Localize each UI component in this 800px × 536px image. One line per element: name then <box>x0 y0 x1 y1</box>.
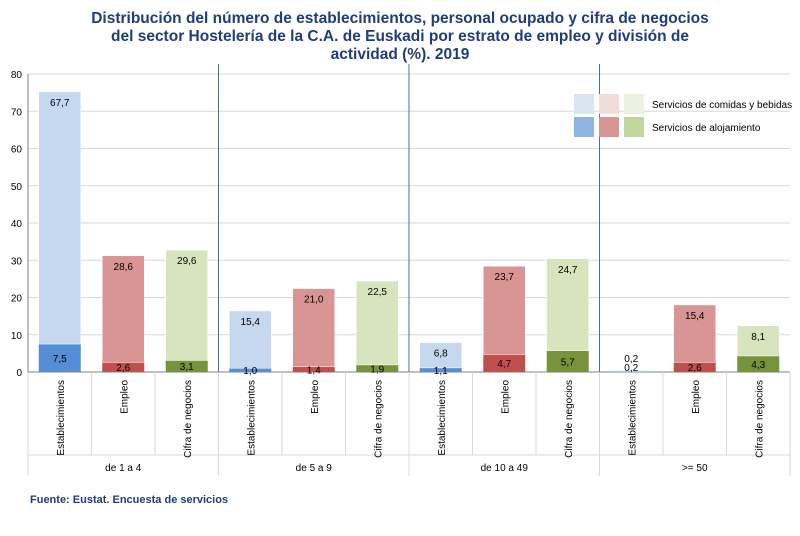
bar-de-10-a-49-establecimientos-alojamiento-label: 1,1 <box>434 366 448 377</box>
bar-de-10-a-49-empleo-comidas-label: 23,7 <box>495 272 515 283</box>
bar-50-establecimientos-alojamiento-label: 0,2 <box>624 363 638 374</box>
chart-title: Distribución del número de establecimien… <box>70 10 730 64</box>
bar-50-cifra-de-negocios-alojamiento <box>737 355 780 372</box>
x-tick-label-de-10-a-49-empleo: Empleo <box>500 380 511 414</box>
bar-de-10-a-49-cifra-de-negocios-comidas-label: 24,7 <box>558 265 578 276</box>
group-label-50: >= 50 <box>682 463 708 474</box>
bar-de-5-a-9-empleo-alojamiento-label: 1,4 <box>307 365 321 376</box>
bar-de-5-a-9-establecimientos-comidas-label: 15,4 <box>241 317 261 328</box>
bar-de-1-a-4-establecimientos-comidas <box>38 91 81 345</box>
x-tick-label-50-cifra-de-negocios: Cifra de negocios <box>754 380 765 458</box>
x-tick-label-de-5-a-9-empleo: Empleo <box>310 380 321 414</box>
bar-de-5-a-9-empleo-alojamiento <box>292 366 335 372</box>
x-tick-label-de-1-a-4-empleo: Empleo <box>119 380 130 414</box>
y-tick-label-50: 50 <box>11 182 23 193</box>
y-tick-label-40: 40 <box>11 219 23 230</box>
bar-de-1-a-4-empleo-comidas-label: 28,6 <box>114 262 134 273</box>
bar-de-1-a-4-empleo-alojamiento <box>102 362 145 372</box>
legend-label-alojamiento: Servicios de alojamiento <box>652 123 761 134</box>
x-tick-label-de-1-a-4-establecimientos: Establecimientos <box>56 380 67 456</box>
legend-swatch-comidas-2 <box>599 94 619 114</box>
bar-de-10-a-49-establecimientos-comidas <box>419 342 462 369</box>
bar-de-5-a-9-cifra-de-negocios-alojamiento <box>356 364 399 372</box>
chart-title-line-1: Distribución del número de establecimien… <box>91 10 709 27</box>
x-tick-label-de-1-a-4-cifra-de-negocios: Cifra de negocios <box>183 380 194 458</box>
y-tick-label-30: 30 <box>11 256 23 267</box>
legend-swatch-comidas-3 <box>624 94 644 114</box>
bar-50-empleo-comidas <box>673 304 716 363</box>
bar-50-cifra-de-negocios-comidas <box>737 325 780 357</box>
bar-50-empleo-comidas-label: 15,4 <box>685 311 705 322</box>
legend-swatch-comidas-1 <box>574 94 594 114</box>
chart-title-line-3: actividad (%). 2019 <box>330 46 470 63</box>
x-tick-label-de-5-a-9-cifra-de-negocios: Cifra de negocios <box>373 380 384 458</box>
y-tick-label-60: 60 <box>11 145 23 156</box>
bar-de-10-a-49-establecimientos-comidas-label: 6,8 <box>434 349 448 360</box>
bar-de-10-a-49-establecimientos-alojamiento <box>419 367 462 372</box>
legend-swatch-alojamiento-1 <box>574 117 594 137</box>
bar-de-1-a-4-cifra-de-negocios-comidas-label: 29,6 <box>177 256 197 267</box>
legend-swatch-alojamiento-2 <box>599 117 619 137</box>
bar-de-1-a-4-empleo-alojamiento-label: 2,6 <box>116 363 130 374</box>
bar-de-5-a-9-establecimientos-comidas <box>229 310 272 369</box>
x-tick-label-de-5-a-9-establecimientos: Establecimientos <box>246 380 257 456</box>
bar-50-cifra-de-negocios-alojamiento-label: 4,3 <box>751 360 765 371</box>
bar-de-10-a-49-empleo-comidas <box>483 265 526 355</box>
bar-de-5-a-9-establecimientos-alojamiento <box>229 368 272 372</box>
bar-de-5-a-9-cifra-de-negocios-comidas-label: 22,5 <box>368 287 388 298</box>
x-tick-label-de-10-a-49-cifra-de-negocios: Cifra de negocios <box>564 380 575 458</box>
bar-50-empleo-alojamiento-label: 2,6 <box>688 363 702 374</box>
group-label-de-5-a-9: de 5 a 9 <box>296 463 333 474</box>
y-tick-label-70: 70 <box>11 107 23 118</box>
legend-swatch-alojamiento-3 <box>624 117 644 137</box>
bar-de-1-a-4-cifra-de-negocios-alojamiento <box>165 360 208 372</box>
bar-de-1-a-4-empleo-comidas <box>102 255 145 363</box>
bar-50-empleo-alojamiento <box>673 362 716 372</box>
bar-de-10-a-49-cifra-de-negocios-alojamiento-label: 5,7 <box>561 357 575 368</box>
x-tick-label-de-10-a-49-establecimientos: Establecimientos <box>437 380 448 456</box>
group-label-de-1-a-4: de 1 a 4 <box>105 463 142 474</box>
bar-de-5-a-9-empleo-comidas-label: 21,0 <box>304 295 324 306</box>
x-tick-label-50-establecimientos: Establecimientos <box>627 380 638 456</box>
bar-de-10-a-49-empleo-alojamiento-label: 4,7 <box>497 359 511 370</box>
bar-de-10-a-49-cifra-de-negocios-alojamiento <box>546 350 589 372</box>
bar-de-5-a-9-empleo-comidas <box>292 288 335 368</box>
group-label-de-10-a-49: de 10 a 49 <box>481 463 529 474</box>
bar-de-10-a-49-cifra-de-negocios-comidas <box>546 258 589 352</box>
bar-50-establecimientos-comidas <box>610 370 653 372</box>
bar-50-establecimientos-alojamiento <box>610 371 653 372</box>
y-tick-label-0: 0 <box>16 368 22 379</box>
y-tick-label-10: 10 <box>11 331 23 342</box>
bar-de-1-a-4-establecimientos-alojamiento <box>38 344 81 372</box>
bar-de-1-a-4-cifra-de-negocios-alojamiento-label: 3,1 <box>180 362 194 373</box>
bar-de-10-a-49-empleo-alojamiento <box>483 354 526 372</box>
bar-de-5-a-9-cifra-de-negocios-comidas <box>356 280 399 366</box>
bar-de-1-a-4-cifra-de-negocios-comidas <box>165 249 208 361</box>
bar-de-1-a-4-establecimientos-alojamiento-label: 7,5 <box>53 354 67 365</box>
chart-title-line-2: del sector Hostelería de la C.A. de Eusk… <box>111 28 689 45</box>
bar-de-1-a-4-establecimientos-comidas-label: 67,7 <box>50 98 70 109</box>
y-tick-label-80: 80 <box>11 70 23 81</box>
source-note: Fuente: Eustat. Encuesta de servicios <box>30 494 229 506</box>
bar-50-establecimientos-comidas-label: 0,2 <box>624 354 638 365</box>
legend-label-comidas: Servicios de comidas y bebidas <box>652 100 792 111</box>
x-tick-label-50-empleo: Empleo <box>691 380 702 414</box>
bar-50-cifra-de-negocios-comidas-label: 8,1 <box>751 332 765 343</box>
bar-de-5-a-9-cifra-de-negocios-alojamiento-label: 1,9 <box>370 364 384 375</box>
bar-de-5-a-9-establecimientos-alojamiento-label: 1,0 <box>243 366 257 377</box>
y-tick-label-20: 20 <box>11 294 23 305</box>
